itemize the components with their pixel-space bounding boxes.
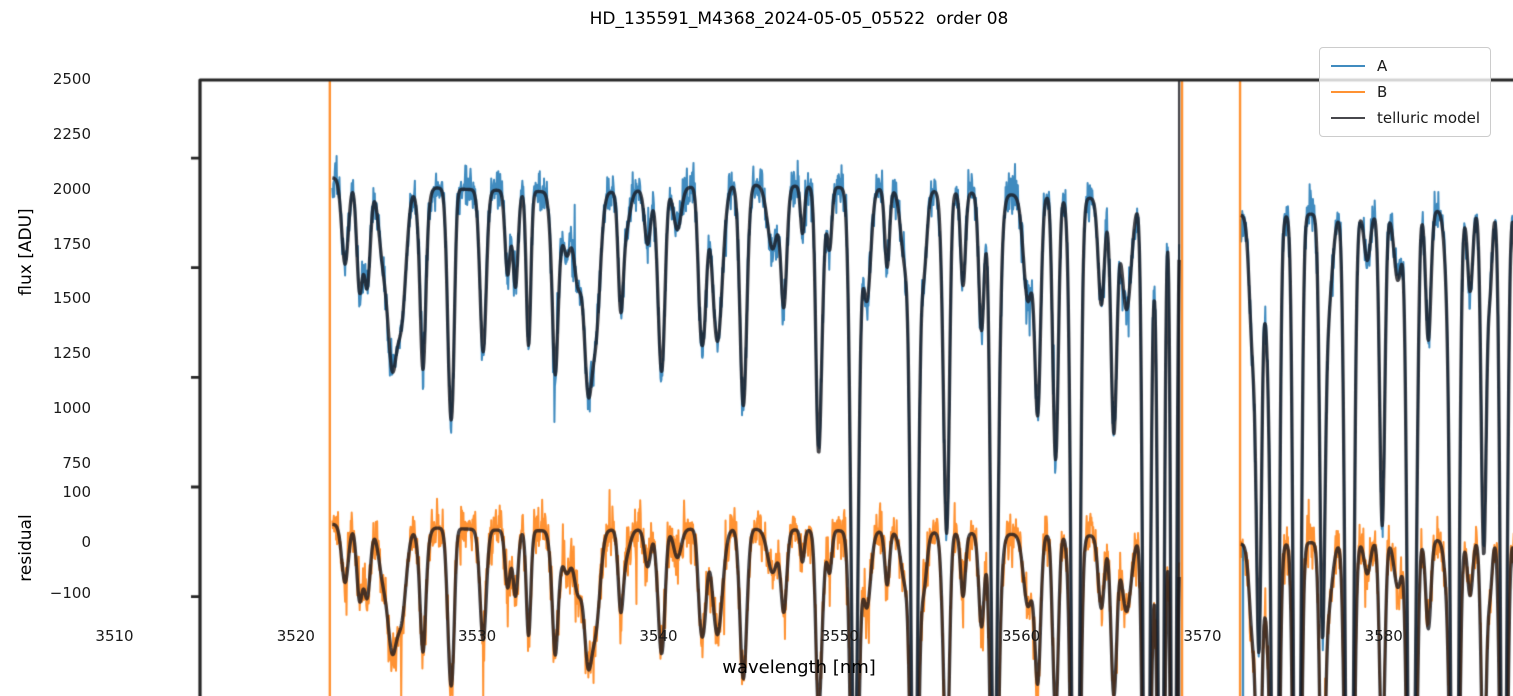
legend-line-a-icon xyxy=(1331,65,1365,67)
residual-y-tick-label: 100 xyxy=(62,483,91,502)
x-tick-label: 3570 xyxy=(1183,627,1222,645)
legend-entry-b: B xyxy=(1320,79,1490,105)
legend-label-telluric-model: telluric model xyxy=(1377,109,1481,127)
flux-y-tick-label: 1750 xyxy=(52,234,91,253)
plot-title: HD_135591_M4368_2024-05-05_05522 order 0… xyxy=(589,9,1009,29)
x-tick-label: 3540 xyxy=(639,627,678,645)
legend-entry-a: A xyxy=(1320,53,1490,79)
x-tick-label: 3550 xyxy=(820,627,859,645)
x-tick-label: 3510 xyxy=(95,627,134,645)
residual-y-tick-label: 0 xyxy=(81,533,91,552)
x-tick-label: 3520 xyxy=(276,627,315,645)
flux-y-tick-label: 1250 xyxy=(52,344,91,363)
legend: A B telluric model xyxy=(1319,47,1491,137)
flux-y-tick-label: 1500 xyxy=(52,289,91,308)
x-tick-label: 3580 xyxy=(1364,627,1403,645)
legend-entry-telluric-model: telluric model xyxy=(1320,105,1490,131)
flux-y-tick-label: 2250 xyxy=(52,124,91,143)
legend-line-b-icon xyxy=(1331,91,1365,93)
flux-axis-label: flux [ADU] xyxy=(16,208,36,296)
legend-label-a: A xyxy=(1377,57,1388,75)
x-axis-label: wavelength [nm] xyxy=(722,657,876,678)
x-tick-label: 3530 xyxy=(458,627,497,645)
flux-y-tick-label: 1000 xyxy=(52,398,91,417)
flux-y-tick-label: 2500 xyxy=(52,70,91,89)
legend-line-telluric-model-icon xyxy=(1331,117,1365,119)
legend-label-b: B xyxy=(1377,83,1388,101)
residual-y-tick-label: −100 xyxy=(49,583,91,602)
flux-y-tick-label: 750 xyxy=(62,453,91,472)
x-tick-label: 3560 xyxy=(1002,627,1041,645)
flux-y-tick-label: 2000 xyxy=(52,179,91,198)
